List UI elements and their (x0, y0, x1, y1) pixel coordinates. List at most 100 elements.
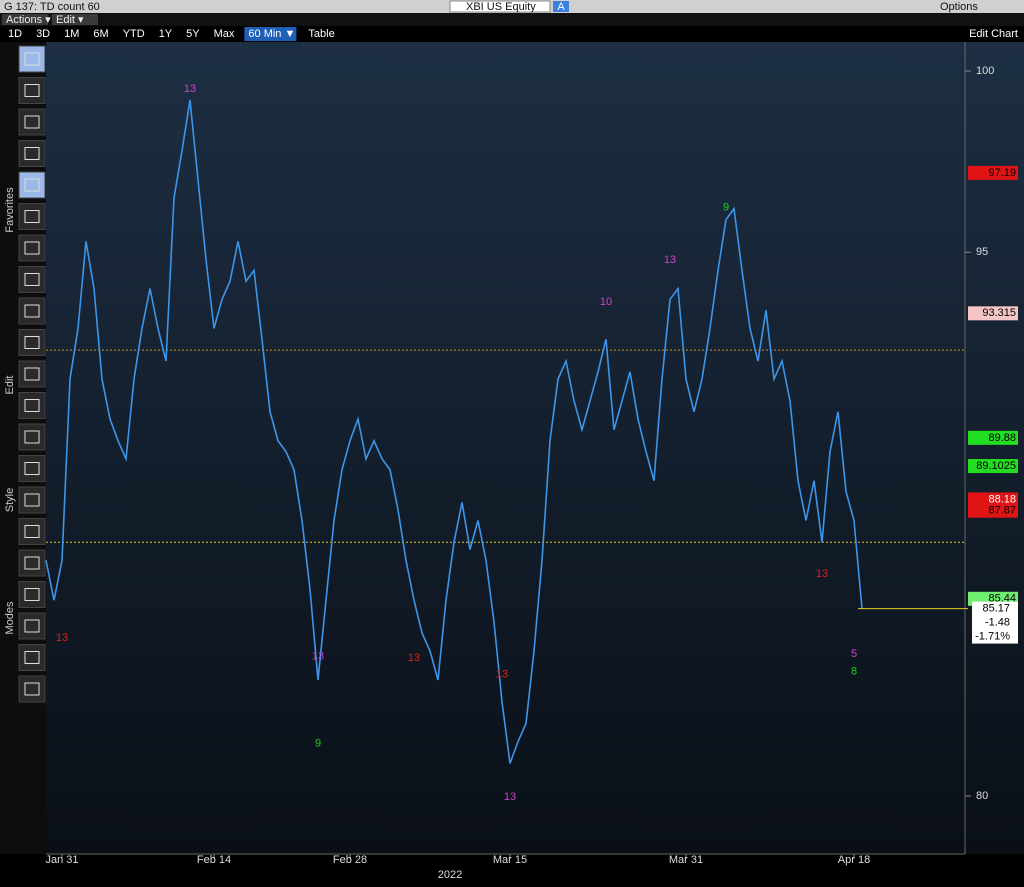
tool-button[interactable] (18, 675, 46, 703)
edit-chart[interactable]: Edit Chart (969, 28, 1018, 40)
menu-button[interactable] (2, 14, 48, 25)
side-tab[interactable]: Style (4, 488, 16, 512)
td-count-label: 13 (408, 652, 420, 664)
last-price-box (972, 601, 1018, 644)
tool-glyph (24, 115, 40, 129)
range-button[interactable]: 3D (36, 28, 50, 40)
plot-area (46, 42, 1024, 854)
last-change: -1.48 (985, 616, 1010, 628)
td-count-label: 8 (851, 666, 857, 678)
td-count-label: 13 (312, 650, 324, 662)
td-count-label: 13 (816, 568, 828, 580)
tool-button[interactable] (18, 612, 46, 640)
tool-button[interactable] (18, 329, 46, 356)
range-button[interactable]: 1M (64, 28, 79, 40)
tool-button[interactable] (18, 455, 46, 482)
td-count-label: 13 (496, 668, 508, 680)
price-label: 87.87 (988, 505, 1016, 517)
range-button[interactable]: YTD (123, 28, 145, 40)
x-tick-label: Apr 18 (838, 854, 870, 866)
security: XBI US Equity (466, 1, 536, 13)
tool-glyph (24, 367, 40, 381)
x-tick-label: Mar 31 (669, 854, 703, 866)
price-label: 88.18 (988, 493, 1016, 505)
x-tick-label: Feb 28 (333, 854, 367, 866)
security-tag-box[interactable] (553, 1, 569, 12)
td-count-label: 5 (851, 648, 857, 660)
range-button[interactable]: 5Y (186, 28, 200, 40)
tool-glyph (24, 651, 40, 664)
x-axis-area (0, 854, 1024, 882)
tool-glyph (24, 588, 40, 601)
tool-button[interactable] (18, 108, 46, 136)
y-tick-label: 100 (976, 65, 994, 77)
security-tag: A (557, 1, 565, 13)
y-tick-label: 95 (976, 246, 988, 258)
tool-glyph (24, 430, 40, 444)
last-price: 85.17 (982, 602, 1010, 614)
tool-glyph (24, 147, 40, 160)
tool-icons (18, 45, 46, 703)
td-count-label: 13 (56, 632, 68, 644)
active-range[interactable]: 60 Min ▼ (248, 28, 295, 40)
tool-glyph (24, 525, 40, 538)
tool-button[interactable] (18, 77, 46, 104)
price-label-box (968, 492, 1018, 507)
tool-button[interactable] (18, 518, 46, 545)
tool-button[interactable] (18, 549, 46, 577)
tool-glyph (24, 273, 40, 286)
range-button[interactable]: 1Y (159, 28, 173, 40)
tool-button[interactable] (18, 140, 46, 167)
year-label: 2022 (438, 869, 462, 881)
tool-button[interactable] (18, 234, 46, 262)
tool-button[interactable] (18, 203, 46, 230)
price-label: 97.19 (988, 167, 1016, 179)
options[interactable]: Options (940, 1, 978, 13)
tool-button[interactable] (18, 486, 46, 514)
range-button[interactable]: Max (214, 28, 235, 40)
range-button[interactable]: 1D (8, 28, 22, 40)
menu-button[interactable] (52, 14, 98, 25)
tool-glyph (24, 682, 40, 696)
price-label: 93.315 (982, 307, 1016, 319)
tool-glyph (24, 241, 40, 255)
x-tick-label: Mar 15 (493, 854, 527, 866)
tool-button[interactable] (18, 45, 46, 73)
y-tick-label: 80 (976, 790, 988, 802)
price-label-box (968, 503, 1018, 518)
tool-glyph (24, 178, 40, 192)
tool-glyph (24, 210, 40, 223)
price-label-box (968, 459, 1018, 474)
price-line (45, 99, 863, 764)
tool-button[interactable] (18, 360, 46, 388)
tool-button[interactable] (18, 644, 46, 671)
menu-label: Edit ▾ (56, 14, 84, 26)
table-button[interactable]: Table (308, 28, 334, 40)
last-change-pct: -1.71% (975, 630, 1010, 642)
tool-button[interactable] (18, 266, 46, 293)
tool-button[interactable] (18, 581, 46, 608)
tool-button[interactable] (18, 171, 46, 199)
price-label: 89.1025 (976, 460, 1016, 472)
range-button[interactable]: 6M (93, 28, 108, 40)
menu-label: Actions ▾ (6, 14, 51, 26)
security-box[interactable] (449, 0, 551, 13)
active-range-box (244, 27, 297, 41)
x-tick-label: Feb 14 (197, 854, 231, 866)
window-title: G 137: TD count 60 (4, 1, 100, 13)
td-count-label: 13 (184, 83, 196, 95)
tool-button[interactable] (18, 423, 46, 451)
side-tab[interactable]: Favorites (4, 187, 16, 233)
tool-glyph (24, 304, 40, 318)
td-count-label: 9 (315, 738, 321, 750)
price-label-box (968, 165, 1018, 180)
side-tab[interactable]: Edit (4, 376, 16, 395)
tool-glyph (24, 556, 40, 570)
td-count-label: 9 (723, 202, 729, 214)
td-count-label: 10 (600, 296, 612, 308)
side-tab[interactable]: Modes (4, 601, 16, 635)
tool-button[interactable] (18, 392, 46, 419)
tool-button[interactable] (18, 297, 46, 325)
tool-glyph (24, 462, 40, 475)
